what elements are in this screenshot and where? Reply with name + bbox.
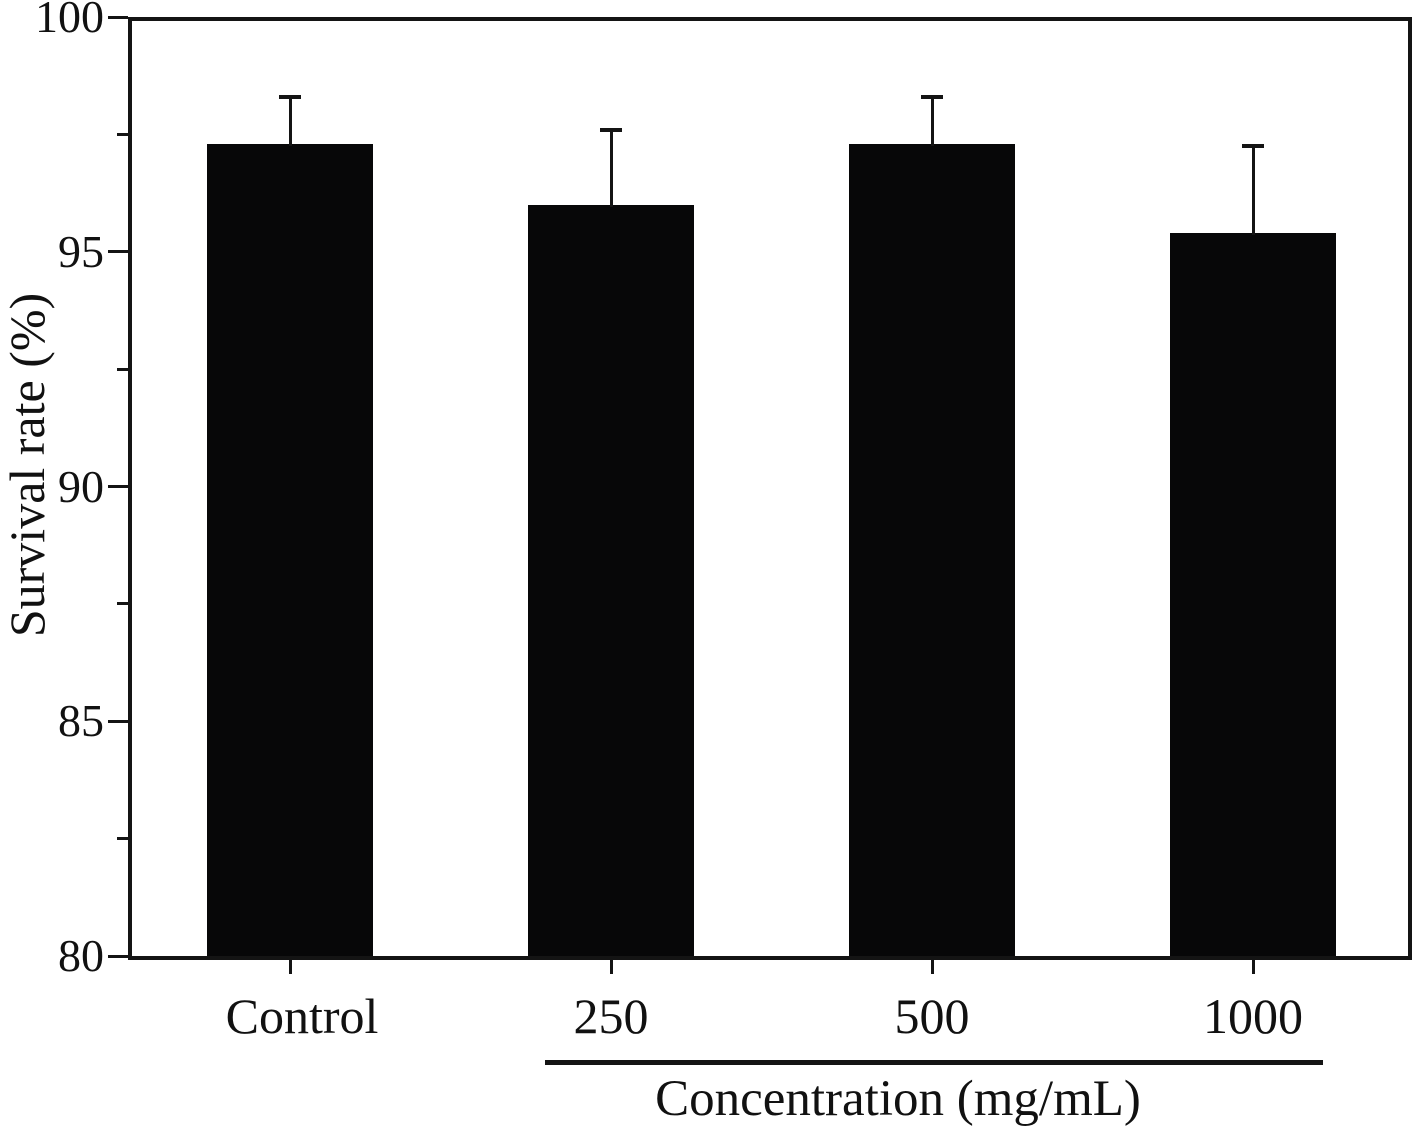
y-tick-label: 90 — [58, 460, 104, 512]
bar-control — [207, 143, 373, 956]
y-major-tick — [108, 250, 128, 254]
y-tick-label: 95 — [58, 225, 104, 277]
error-bar-line — [288, 96, 292, 146]
y-minor-tick — [117, 837, 128, 841]
error-bar-line — [609, 129, 613, 207]
y-major-tick — [108, 15, 128, 19]
group-bracket-line — [545, 1060, 1323, 1065]
y-major-tick — [108, 719, 128, 723]
error-bar-cap — [279, 94, 301, 99]
x-tick-label-250: 250 — [573, 988, 649, 1044]
bar-1000 — [1170, 232, 1336, 956]
error-bar-line — [1251, 146, 1255, 235]
x-axis-group-title: Concentration (mg/mL) — [655, 1071, 1141, 1127]
x-tick-label-control: Control — [225, 988, 379, 1044]
y-major-tick — [108, 485, 128, 488]
y-major-tick — [108, 954, 128, 958]
plot-area-border — [128, 17, 1412, 960]
error-bar-line — [930, 96, 934, 146]
y-tick-label: 100 — [35, 0, 104, 42]
x-tick-label-500: 500 — [894, 988, 970, 1044]
bar-500 — [849, 143, 1015, 956]
error-bar-cap — [921, 94, 943, 99]
y-tick-label: 85 — [58, 695, 104, 747]
error-bar-cap — [600, 127, 622, 132]
error-bar-cap — [1242, 144, 1264, 149]
y-tick-label: 80 — [58, 930, 104, 981]
x-tick-label-1000: 1000 — [1203, 988, 1303, 1044]
x-tick — [930, 959, 934, 974]
x-tick — [1251, 959, 1255, 974]
bar-250 — [528, 204, 694, 956]
y-minor-tick — [117, 132, 128, 136]
x-tick — [609, 959, 613, 974]
y-minor-tick — [117, 367, 128, 371]
x-tick — [288, 959, 292, 974]
y-axis-title: Survival rate (%) — [0, 292, 55, 638]
y-minor-tick — [117, 602, 128, 606]
